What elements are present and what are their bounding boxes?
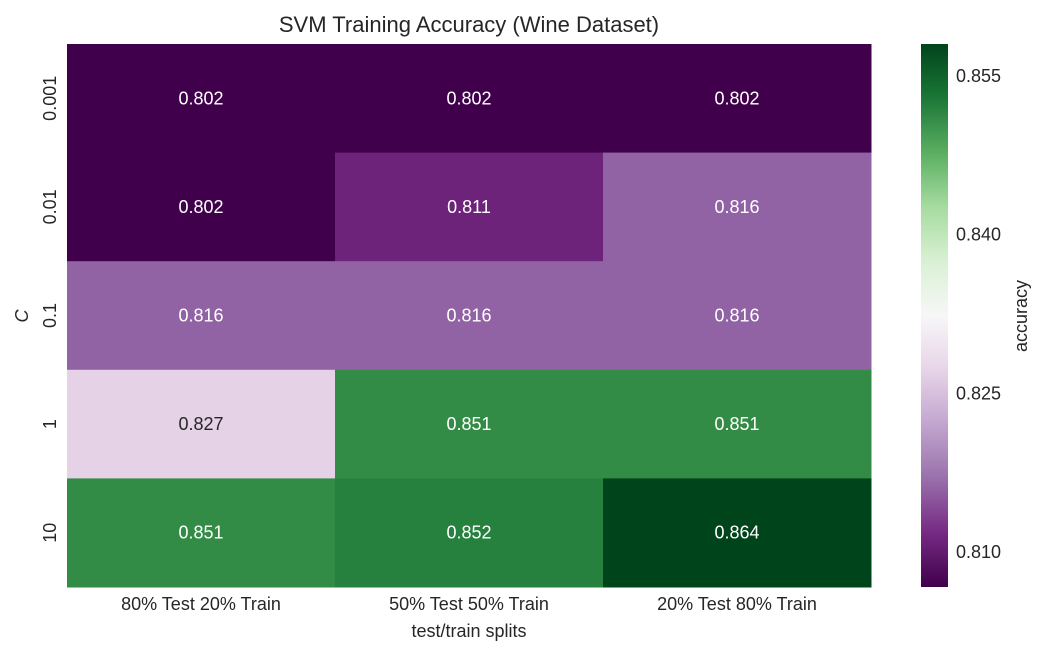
colorbar-tick-label: 0.840: [956, 225, 1001, 245]
cell-value-label: 0.802: [714, 88, 759, 108]
heatmap-cell: [335, 261, 604, 371]
heatmap-cell: [603, 44, 872, 154]
cell-value-label: 0.802: [178, 197, 223, 217]
heatmap-cell: [67, 152, 336, 262]
x-tick-label: 20% Test 80% Train: [657, 594, 817, 614]
heatmap-cells: 0.802 0.802 0.802 0.802 0.811 0.816 0.816 0.816…: [67, 44, 872, 588]
cell-value-label: 0.802: [446, 88, 491, 108]
cell-value-label: 0.851: [178, 523, 223, 543]
y-tick-label: 0.01: [40, 189, 60, 224]
heatmap-cell: [67, 261, 336, 371]
chart-title: SVM Training Accuracy (Wine Dataset): [279, 12, 659, 37]
colorbar-tick-label: 0.825: [956, 383, 1001, 403]
cell-value-label: 0.816: [446, 306, 491, 326]
cell-value-label: 0.851: [446, 414, 491, 434]
cell-value-label: 0.811: [447, 197, 491, 217]
heatmap-cell: [603, 478, 872, 588]
colorbar: [921, 44, 948, 587]
heatmap-cell: [603, 369, 872, 479]
heatmap-cell: [335, 44, 604, 154]
heatmap-cell: [67, 44, 336, 154]
heatmap-cell: [603, 261, 872, 371]
colorbar-tick-label: 0.855: [956, 66, 1001, 86]
cell-value-label: 0.852: [446, 523, 491, 543]
cell-value-label: 0.816: [178, 306, 223, 326]
x-axis-label: test/train splits: [411, 621, 526, 641]
heatmap-cell: [67, 369, 336, 479]
x-tick-labels: 80% Test 20% Train 50% Test 50% Train 20% …: [121, 594, 817, 614]
x-tick-label: 80% Test 20% Train: [121, 594, 281, 614]
heatmap-cell: [67, 478, 336, 588]
heatmap-cell: [335, 478, 604, 588]
heatmap-cell: [603, 152, 872, 262]
cell-value-label: 0.851: [714, 414, 759, 434]
colorbar-tick-label: 0.810: [956, 542, 1001, 562]
cell-value-label: 0.802: [178, 88, 223, 108]
y-tick-label: 0.001: [40, 76, 60, 121]
x-tick-label: 50% Test 50% Train: [389, 594, 549, 614]
colorbar-ticks: 0.810 0.825 0.840 0.855: [956, 66, 1001, 562]
colorbar-label: accuracy: [1011, 280, 1031, 352]
y-tick-labels: 0.001 0.01 0.1 1 10: [40, 76, 60, 543]
cell-value-label: 0.827: [178, 414, 223, 434]
y-tick-label: 10: [40, 523, 60, 543]
y-axis-label: C: [12, 309, 32, 323]
cell-value-label: 0.816: [714, 197, 759, 217]
y-tick-label: 0.1: [40, 303, 60, 328]
y-tick-label: 1: [40, 419, 60, 429]
heatmap-cell: [335, 152, 604, 262]
cell-value-label: 0.864: [714, 523, 759, 543]
heatmap-cell: [335, 369, 604, 479]
cell-value-label: 0.816: [714, 306, 759, 326]
